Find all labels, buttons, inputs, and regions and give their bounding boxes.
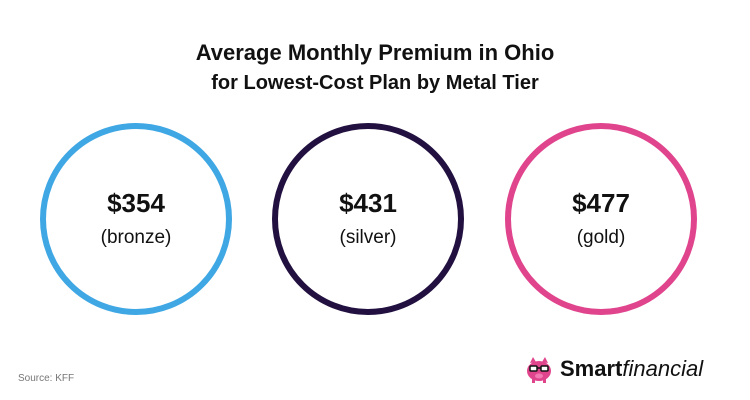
piggy-bank-glasses-icon	[527, 357, 551, 383]
tier-value-silver: $431	[339, 188, 397, 218]
tier-value-gold: $477	[572, 188, 630, 218]
chart-subtitle: for Lowest-Cost Plan by Metal Tier	[211, 72, 539, 94]
brand-name-light: financial	[622, 356, 704, 381]
tier-circle-gold: $477 (gold)	[505, 123, 697, 315]
tier-label-bronze: (bronze)	[100, 227, 172, 248]
chart-title-block: Average Monthly Premium in Ohio for Lowe…	[0, 38, 750, 98]
brand-name-strong: Smart	[560, 356, 623, 381]
tier-label-gold: (gold)	[576, 227, 626, 248]
tier-circle-silver: $431 (silver)	[272, 123, 464, 315]
source-note: Source: KFF	[18, 373, 75, 384]
brand-logo: Smart financial	[524, 353, 703, 385]
tier-value-bronze: $354	[107, 188, 165, 218]
chart-title: Average Monthly Premium in Ohio	[195, 40, 555, 65]
tier-circle-bronze: $354 (bronze)	[40, 123, 232, 315]
tier-label-silver: (silver)	[339, 227, 397, 248]
